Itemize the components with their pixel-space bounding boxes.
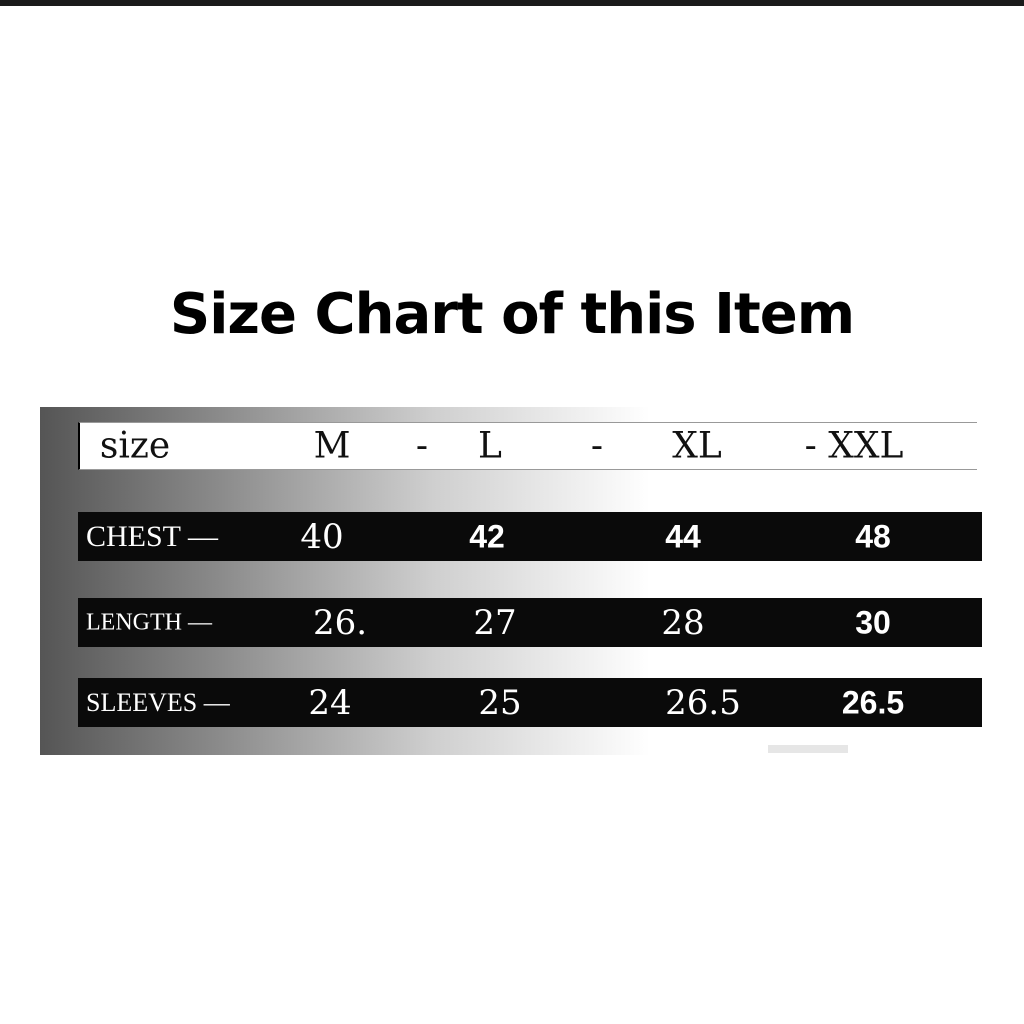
value-m: 24 — [308, 682, 352, 723]
value-l: 42 — [469, 518, 505, 554]
size-xl: XL — [672, 425, 722, 467]
size-m: M — [313, 425, 351, 467]
value-m: 40 — [300, 516, 344, 557]
size-xxl: - XXL — [804, 425, 904, 467]
header-label: size — [99, 425, 171, 467]
value-m: 26. — [312, 602, 368, 643]
size-l: L — [478, 425, 502, 467]
separator: - — [415, 425, 429, 467]
value-xl: 26.5 — [665, 682, 741, 723]
decorative-mark — [768, 745, 848, 753]
row-label: SLEEVES — — [86, 687, 230, 717]
row-label: CHEST — — [86, 519, 218, 553]
value-xxl: 26.5 — [841, 684, 905, 720]
value-l: 25 — [478, 682, 522, 723]
value-l: 27 — [473, 602, 517, 643]
row-label: LENGTH — — [86, 609, 212, 635]
top-border — [0, 0, 1024, 6]
separator: - — [590, 425, 604, 467]
value-xxl: 30 — [855, 604, 891, 640]
value-xl: 44 — [665, 518, 701, 554]
value-xl: 28 — [661, 602, 705, 643]
row-chest: CHEST — 40 42 44 48 — [78, 512, 982, 561]
size-header-row: size M - L - XL - XXL — [78, 422, 977, 470]
value-xxl: 48 — [855, 518, 891, 554]
row-sleeves: SLEEVES — 24 25 26.5 26.5 — [78, 678, 982, 727]
row-length: LENGTH — 26. 27 28 30 — [78, 598, 982, 647]
page-title: Size Chart of this Item — [169, 282, 855, 347]
